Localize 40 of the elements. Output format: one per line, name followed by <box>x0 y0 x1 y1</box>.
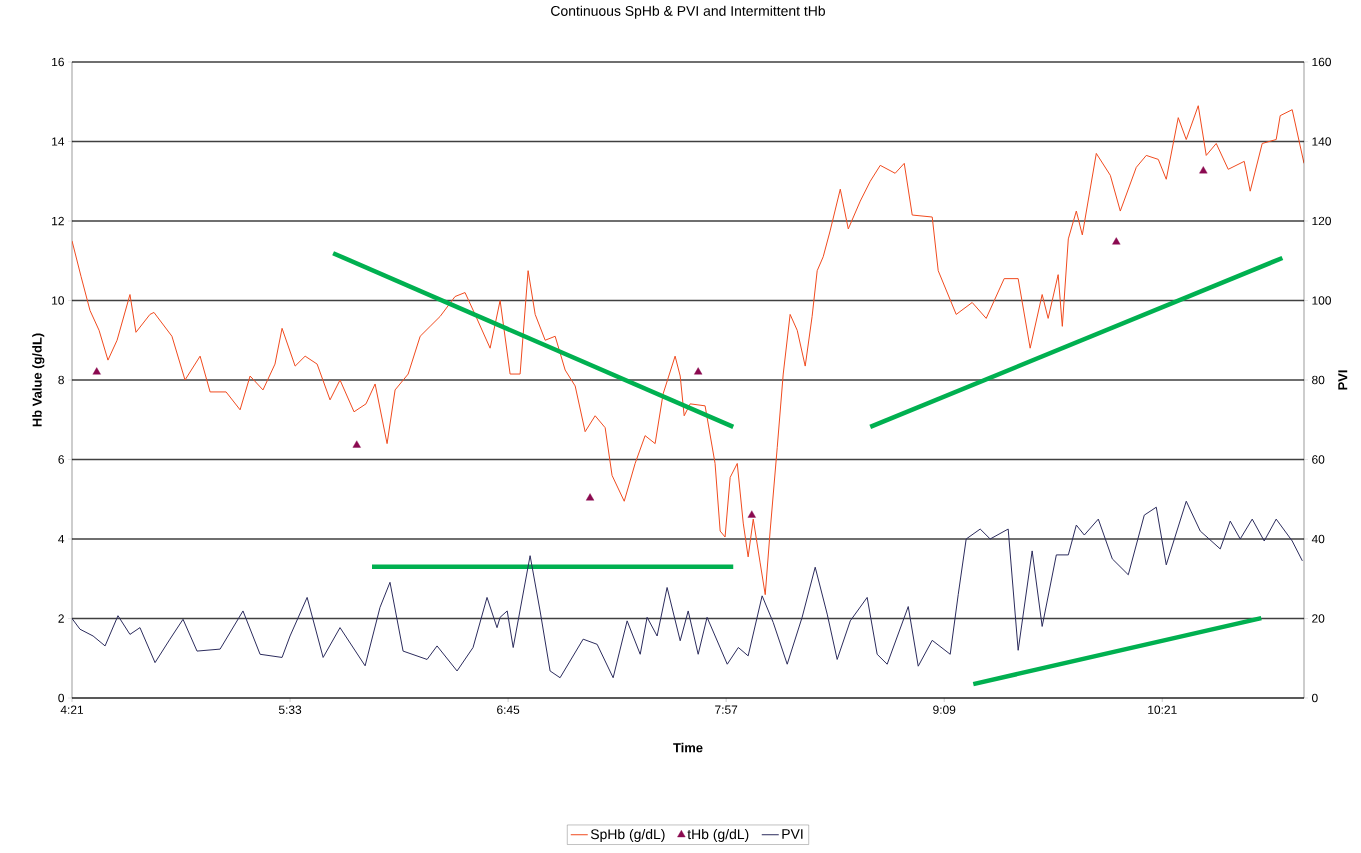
x-tick-label: 7:57 <box>715 705 738 714</box>
y-tick-label: 16 <box>52 57 64 67</box>
point <box>585 493 595 501</box>
y-tick-label: 0 <box>58 693 65 703</box>
legend-label: tHb (g/dL) <box>687 828 749 842</box>
point <box>92 367 101 375</box>
y2-tick-label: 40 <box>1311 534 1325 544</box>
legend-label: SpHb (g/dL) <box>590 828 665 842</box>
point <box>1199 166 1208 174</box>
y-tick-label: 6 <box>58 455 64 464</box>
x-tick-label: 6:45 <box>497 705 520 714</box>
y-tick-label: 2 <box>58 614 64 623</box>
y-tick-label: 4 <box>58 534 65 544</box>
x-axis-title: Time <box>673 742 703 753</box>
point <box>1112 237 1121 245</box>
y2-tick-label: 100 <box>1312 296 1331 305</box>
point <box>694 367 703 375</box>
x-tick-label: 10:21 <box>1148 705 1177 714</box>
chart-title: Continuous SpHb & PVI and Intermittent tHb <box>551 5 825 19</box>
point <box>747 510 756 518</box>
x-tick-label: 9:09 <box>933 705 956 714</box>
y-tick-label: 8 <box>58 375 64 385</box>
y2-tick-label: 160 <box>1312 57 1331 67</box>
y-tick-label: 10 <box>52 296 65 305</box>
line-series <box>72 500 1303 679</box>
x-tick-label: 5:33 <box>278 705 302 714</box>
legend-label: PVI <box>782 829 803 839</box>
y2-tick-label: 60 <box>1312 455 1325 464</box>
y2-tick-label: 140 <box>1312 137 1331 146</box>
line-series <box>72 105 1304 596</box>
y2-axis-title: PVI <box>1338 370 1348 390</box>
y2-tick-label: 0 <box>1311 693 1318 703</box>
y2-tick-label: 80 <box>1312 375 1325 385</box>
x-tick-label: 4:21 <box>60 705 84 714</box>
point <box>352 440 361 448</box>
y2-tick-label: 20 <box>1312 614 1325 623</box>
y-axis-title: Hb Value (g/dL) <box>32 333 45 427</box>
y-tick-label: 14 <box>52 137 65 146</box>
y-tick-label: 12 <box>52 216 64 226</box>
y2-tick-label: 120 <box>1312 216 1331 226</box>
